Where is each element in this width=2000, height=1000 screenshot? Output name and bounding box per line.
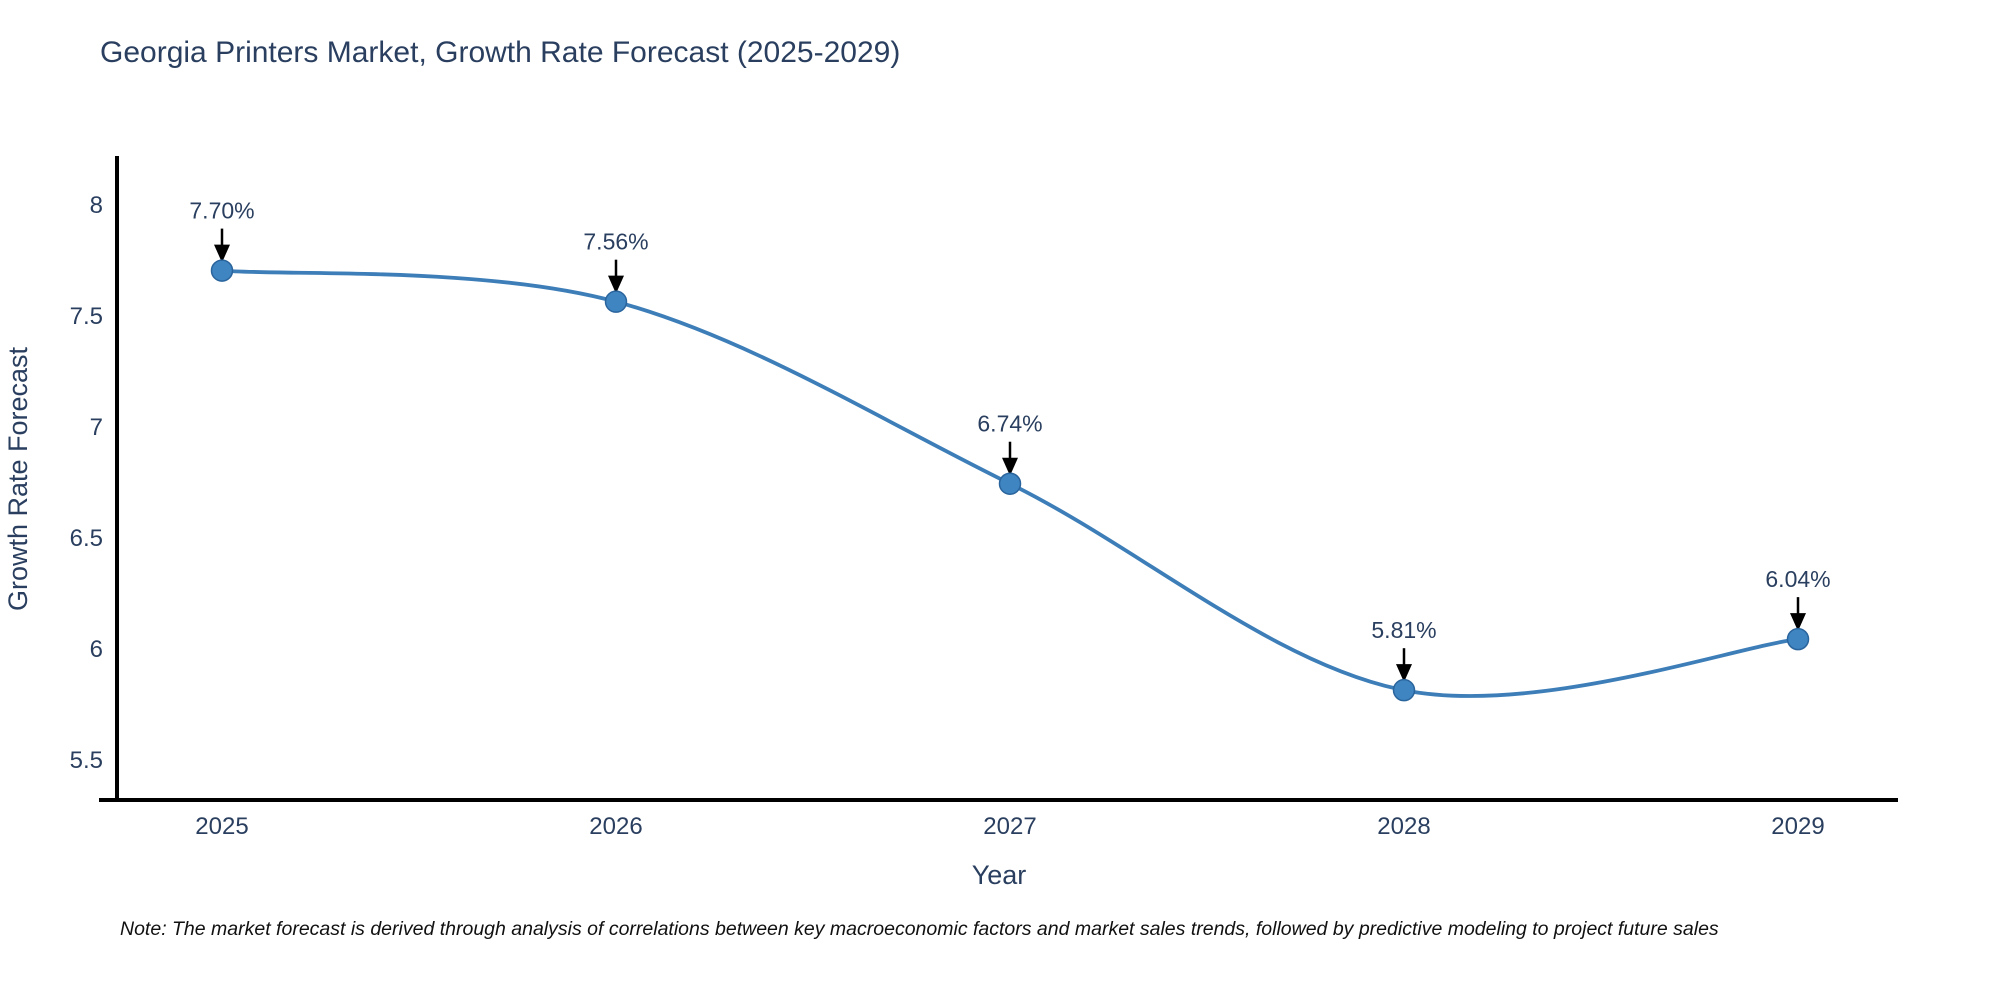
- annotation-arrowhead: [1002, 457, 1018, 476]
- x-tick-label: 2025: [195, 813, 248, 840]
- data-point[interactable]: [998, 472, 1022, 495]
- y-tick-label: 6.5: [70, 525, 103, 552]
- data-point[interactable]: [210, 259, 234, 282]
- chart-title: Georgia Printers Market, Growth Rate For…: [100, 36, 901, 69]
- x-tick-label: 2029: [1771, 813, 1824, 840]
- point-annotation: 5.81%: [1371, 617, 1436, 643]
- point-annotation: 7.70%: [189, 198, 254, 224]
- point-annotation: 6.04%: [1765, 566, 1830, 592]
- chart-note: Note: The market forecast is derived thr…: [120, 918, 1719, 940]
- y-tick-label: 5.5: [70, 747, 103, 774]
- y-tick-label: 6: [90, 636, 103, 663]
- data-point[interactable]: [1392, 678, 1416, 702]
- data-point[interactable]: [1786, 627, 1810, 651]
- x-tick-label: 2028: [1377, 813, 1430, 840]
- x-tick-label: 2026: [589, 813, 642, 840]
- annotation-arrowhead: [1790, 613, 1806, 632]
- annotation-arrowhead: [1396, 664, 1412, 683]
- annotation-arrowhead: [608, 275, 624, 294]
- point-annotation: 6.74%: [977, 411, 1042, 437]
- y-tick-label: 8: [90, 192, 103, 219]
- annotation-arrowhead: [214, 244, 230, 263]
- point-annotation: 7.56%: [583, 229, 648, 255]
- data-point[interactable]: [604, 290, 628, 313]
- x-axis-title: Year: [972, 860, 1027, 890]
- y-axis-title: Growth Rate Forecast: [3, 346, 33, 611]
- x-tick-label: 2027: [983, 813, 1036, 840]
- y-tick-label: 7: [90, 414, 103, 441]
- y-tick-label: 7.5: [70, 303, 103, 330]
